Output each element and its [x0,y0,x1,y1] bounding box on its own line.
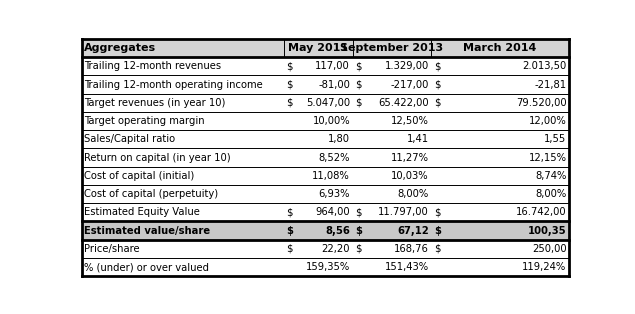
Bar [82,258,569,276]
Text: Trailing 12-month operating income: Trailing 12-month operating income [84,79,263,89]
Text: 250,00: 250,00 [532,244,566,254]
Bar [82,75,569,94]
Text: May 2011: May 2011 [288,43,348,53]
Text: March 2014: March 2014 [464,43,537,53]
Text: 119,24%: 119,24% [523,262,566,272]
Text: 6,93%: 6,93% [319,189,350,199]
Text: Return on capital (in year 10): Return on capital (in year 10) [84,153,231,163]
Text: -21,81: -21,81 [535,79,566,89]
Text: 11,08%: 11,08% [312,171,350,181]
Text: Price/share: Price/share [84,244,140,254]
Bar [82,39,569,57]
Text: $: $ [355,207,361,217]
Text: Aggregates: Aggregates [84,43,156,53]
Text: Target revenues (in year 10): Target revenues (in year 10) [84,98,225,108]
Text: % (under) or over valued: % (under) or over valued [84,262,210,272]
Text: $: $ [434,79,440,89]
Text: $: $ [355,225,362,236]
Text: September 2013: September 2013 [340,43,443,53]
Text: Cost of capital (initial): Cost of capital (initial) [84,171,194,181]
Text: 1,41: 1,41 [406,134,429,144]
Text: $: $ [286,244,293,254]
Text: 964,00: 964,00 [316,207,350,217]
Text: 5.047,00: 5.047,00 [306,98,350,108]
Text: $: $ [286,207,293,217]
Text: $: $ [286,98,293,108]
Text: $: $ [355,244,361,254]
Text: Target operating margin: Target operating margin [84,116,205,126]
Bar [82,185,569,203]
Text: 12,15%: 12,15% [528,153,566,163]
Text: 12,50%: 12,50% [391,116,429,126]
Bar [82,130,569,149]
Text: 159,35%: 159,35% [306,262,350,272]
Text: 1.329,00: 1.329,00 [385,61,429,71]
Text: $: $ [434,225,441,236]
Text: 12,00%: 12,00% [529,116,566,126]
Bar [82,167,569,185]
Text: 2.013,50: 2.013,50 [523,61,566,71]
Bar [82,149,569,167]
Bar [82,57,569,75]
Text: -217,00: -217,00 [391,79,429,89]
Text: $: $ [355,98,361,108]
Text: 1,55: 1,55 [544,134,566,144]
Text: 22,20: 22,20 [321,244,350,254]
Bar [82,203,569,221]
Text: $: $ [355,61,361,71]
Text: Estimated value/share: Estimated value/share [84,225,210,236]
Text: 8,52%: 8,52% [319,153,350,163]
Text: $: $ [434,98,440,108]
Text: 100,35: 100,35 [528,225,566,236]
Text: $: $ [434,244,440,254]
Text: 10,03%: 10,03% [391,171,429,181]
Text: 8,56: 8,56 [325,225,350,236]
Bar [82,240,569,258]
Bar [82,94,569,112]
Text: 8,00%: 8,00% [398,189,429,199]
Text: 11.797,00: 11.797,00 [378,207,429,217]
Text: 168,76: 168,76 [394,244,429,254]
Text: $: $ [286,79,293,89]
Text: $: $ [355,79,361,89]
Text: 11,27%: 11,27% [391,153,429,163]
Text: Estimated Equity Value: Estimated Equity Value [84,207,200,217]
Text: Trailing 12-month revenues: Trailing 12-month revenues [84,61,222,71]
Text: $: $ [434,207,440,217]
Text: Sales/Capital ratio: Sales/Capital ratio [84,134,175,144]
Text: 151,43%: 151,43% [385,262,429,272]
Text: 8,00%: 8,00% [535,189,566,199]
Text: 65.422,00: 65.422,00 [378,98,429,108]
Text: 117,00: 117,00 [316,61,350,71]
Text: Cost of capital (perpetuity): Cost of capital (perpetuity) [84,189,218,199]
Text: 79.520,00: 79.520,00 [516,98,566,108]
Text: 67,12: 67,12 [397,225,429,236]
Text: $: $ [286,61,293,71]
Bar [82,221,569,240]
Text: 1,80: 1,80 [328,134,350,144]
Text: 8,74%: 8,74% [535,171,566,181]
Text: 16.742,00: 16.742,00 [516,207,566,217]
Text: $: $ [434,61,440,71]
Text: -81,00: -81,00 [318,79,350,89]
Text: $: $ [286,225,293,236]
Bar [82,112,569,130]
Text: 10,00%: 10,00% [312,116,350,126]
